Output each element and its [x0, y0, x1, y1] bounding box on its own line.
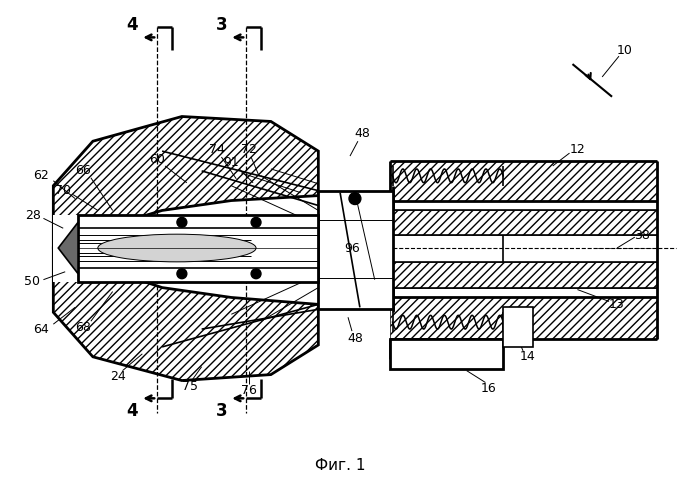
Text: 96: 96	[344, 242, 360, 254]
Polygon shape	[389, 298, 657, 339]
Circle shape	[349, 192, 361, 204]
Circle shape	[251, 218, 261, 228]
Text: 72: 72	[242, 142, 257, 156]
Text: 74: 74	[209, 142, 225, 156]
Text: 60: 60	[149, 152, 165, 166]
Text: 12: 12	[570, 142, 586, 156]
Bar	[78, 216, 318, 282]
Polygon shape	[53, 216, 318, 282]
Text: 13: 13	[609, 298, 625, 311]
Text: 62: 62	[34, 170, 50, 182]
Polygon shape	[53, 248, 318, 380]
Text: 50: 50	[24, 275, 40, 288]
Text: 48: 48	[347, 332, 363, 345]
Text: 68: 68	[75, 320, 91, 334]
Ellipse shape	[98, 234, 256, 262]
Text: 38: 38	[634, 228, 650, 241]
Text: 91: 91	[223, 156, 239, 170]
Bar	[318, 190, 392, 310]
Text: 24: 24	[110, 370, 126, 383]
Polygon shape	[389, 262, 657, 287]
Text: 48: 48	[354, 127, 370, 140]
Text: 28: 28	[26, 209, 41, 222]
Text: 3: 3	[216, 16, 228, 34]
Text: 76: 76	[242, 384, 257, 397]
Text: 64: 64	[34, 322, 50, 336]
Text: Фиг. 1: Фиг. 1	[315, 458, 365, 473]
Circle shape	[251, 269, 261, 278]
Circle shape	[177, 218, 187, 228]
Text: 4: 4	[126, 16, 138, 34]
Text: 4: 4	[126, 402, 138, 420]
Text: 70: 70	[55, 184, 71, 197]
Polygon shape	[58, 222, 78, 274]
Polygon shape	[53, 116, 318, 248]
Text: 16: 16	[480, 382, 496, 395]
Text: 66: 66	[75, 164, 91, 177]
Bar	[503, 308, 533, 347]
Polygon shape	[389, 161, 657, 200]
Polygon shape	[389, 339, 503, 368]
Text: 3: 3	[216, 402, 228, 420]
Polygon shape	[389, 210, 657, 235]
Text: 14: 14	[520, 350, 536, 364]
Circle shape	[177, 269, 187, 278]
Text: 75: 75	[181, 380, 198, 393]
Text: 10: 10	[617, 44, 633, 57]
